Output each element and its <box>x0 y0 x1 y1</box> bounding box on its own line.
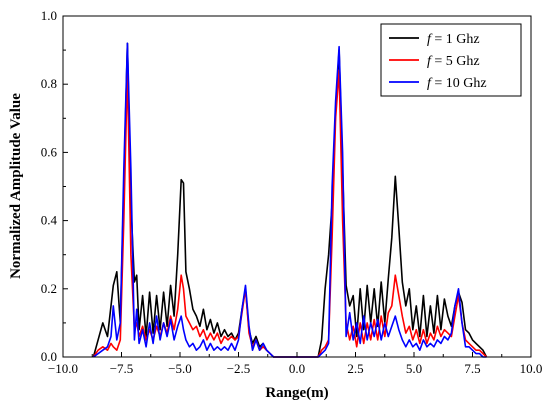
x-tick-label: 7.5 <box>464 361 480 376</box>
y-tick-label: 1.0 <box>41 8 57 23</box>
x-tick-label: 5.0 <box>406 361 422 376</box>
x-tick-label: −5.0 <box>168 361 192 376</box>
y-tick-label: 0.6 <box>41 144 58 159</box>
x-tick-label: −2.5 <box>227 361 251 376</box>
x-tick-label: 2.5 <box>347 361 363 376</box>
axis-ticks: −10.0 −7.5 −5.0 −2.5 0.0 2.5 5.0 7.5 10.0 0.0 0.2 0… <box>41 8 543 376</box>
y-tick-label: 0.8 <box>41 76 57 91</box>
legend-label: f = 5 Ghz <box>427 54 480 69</box>
x-tick-label: −7.5 <box>110 361 134 376</box>
y-axis-title: Normalized Amplitude Value <box>8 93 24 279</box>
x-tick-label: 10.0 <box>520 361 543 376</box>
legend: f = 1 Ghz f = 5 Ghz f = 10 Ghz <box>380 23 522 97</box>
y-tick-label: 0.4 <box>41 213 58 228</box>
x-tick-label: −10.0 <box>48 361 78 376</box>
series-line-2 <box>92 69 488 358</box>
x-tick-label: 0.0 <box>289 361 305 376</box>
x-axis-title: Range(m) <box>265 385 328 401</box>
y-tick-label: 0.0 <box>41 349 57 364</box>
legend-label: f = 10 Ghz <box>427 76 487 91</box>
y-tick-label: 0.2 <box>41 281 57 296</box>
legend-label: f = 1 Ghz <box>427 32 480 47</box>
